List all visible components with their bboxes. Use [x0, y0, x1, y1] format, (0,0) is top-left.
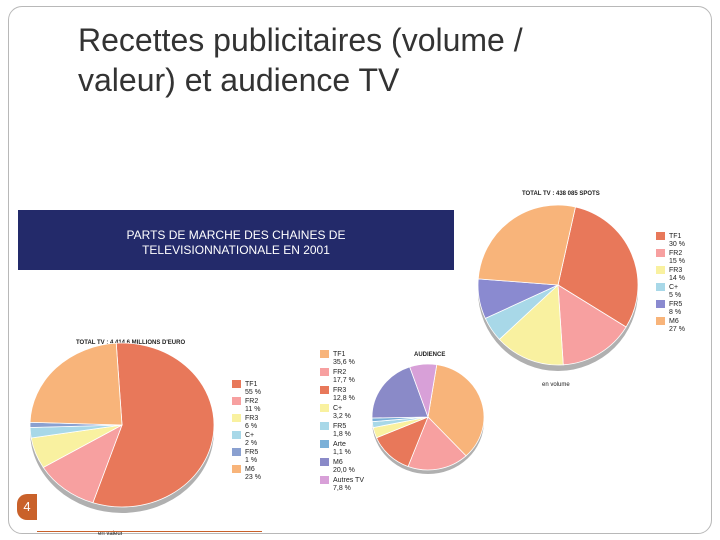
pie-value-slice-m6	[29, 342, 123, 426]
legend-audience-value-5: 1,1 %	[333, 449, 351, 456]
pie-chart-value: TOTAL TV : 4 414,6 MILLIONS D'EURO en va…	[29, 340, 261, 537]
legend-value-value-4: 1 %	[245, 457, 257, 464]
legend-audience-swatch-6	[320, 458, 329, 466]
legend-value-swatch-4	[232, 448, 241, 456]
legend-value-swatch-5	[232, 465, 241, 473]
legend-audience-swatch-3	[320, 404, 329, 412]
page-number: 4	[17, 494, 37, 520]
legend-audience-value-4: 1,8 %	[333, 431, 351, 438]
banner-line-1: PARTS DE MARCHE DES CHAINES DE	[126, 228, 346, 242]
pie-value-caption: en valeur	[98, 531, 123, 537]
legend-audience-name-3: C+	[333, 405, 342, 412]
legend-value-swatch-3	[232, 431, 241, 439]
legend-volume-swatch-4	[656, 300, 665, 308]
legend-volume-name-0: TF1	[669, 233, 682, 240]
legend-audience-value-6: 20,0 %	[333, 467, 355, 474]
legend-audience-name-7: Autres TV	[333, 477, 364, 484]
legend-audience-name-0: TF1	[333, 351, 346, 358]
legend-value-value-1: 11 %	[245, 406, 260, 413]
legend-audience-name-2: FR3	[333, 387, 346, 394]
pie-volume-caption: en volume	[542, 382, 570, 388]
pie-value-slice-fr2	[42, 424, 123, 504]
pie-audience-slice-autres-tv	[409, 363, 438, 419]
legend-audience-swatch-0	[320, 350, 329, 358]
slide-title: Recettes publicitaires (volume / valeur)…	[78, 20, 638, 100]
legend-value-name-0: TF1	[245, 381, 258, 388]
legend-volume-swatch-2	[656, 266, 665, 274]
legend-audience-value-2: 12,8 %	[333, 395, 355, 402]
legend-volume-name-3: C+	[669, 284, 678, 291]
legend-value-value-3: 2 %	[245, 440, 257, 447]
pie-volume-slice-fr2	[557, 284, 627, 366]
legend-audience-swatch-1	[320, 368, 329, 376]
legend-value-swatch-1	[232, 397, 241, 405]
legend-volume-swatch-0	[656, 232, 665, 240]
legend-value-value-0: 55 %	[245, 389, 261, 396]
legend-value-name-5: M6	[245, 466, 255, 473]
legend-volume-name-4: FR5	[669, 301, 682, 308]
legend-audience-name-5: Arte	[333, 441, 346, 448]
legend-audience-name-1: FR2	[333, 369, 346, 376]
legend-audience-value-1: 17,7 %	[333, 377, 355, 384]
legend-volume-value-5: 27 %	[669, 326, 685, 333]
legend-value-name-1: FR2	[245, 398, 258, 405]
slide-frame	[8, 6, 712, 534]
pie-audience-slice-tf1	[427, 364, 485, 457]
banner-line-2: TELEVISIONNATIONALE EN 2001	[142, 243, 330, 257]
legend-audience-value-3: 3,2 %	[333, 413, 351, 420]
pie-volume-slice-m6	[477, 204, 576, 286]
legend-volume-swatch-1	[656, 249, 665, 257]
legend-audience-name-6: M6	[333, 459, 343, 466]
legend-volume-swatch-3	[656, 283, 665, 291]
legend-value-name-2: FR3	[245, 415, 258, 422]
legend-volume-value-1: 15 %	[669, 258, 685, 265]
legend-volume-value-3: 5 %	[669, 292, 681, 299]
legend-volume-value-4: 8 %	[669, 309, 681, 316]
legend-value-name-3: C+	[245, 432, 254, 439]
pie-chart-volume: TOTAL TV : 438 085 SPOTS en volume TF130…	[477, 191, 685, 388]
legend-value-name-4: FR5	[245, 449, 258, 456]
legend-volume-name-5: M6	[669, 318, 679, 325]
legend-volume-name-2: FR3	[669, 267, 682, 274]
legend-audience-swatch-2	[320, 386, 329, 394]
pie-audience-slice-fr2	[407, 416, 467, 471]
legend-value-swatch-0	[232, 380, 241, 388]
legend-audience-value-0: 35,6 %	[333, 359, 355, 366]
pie-value-slice-tf1	[92, 342, 215, 508]
legend-audience-name-4: FR5	[333, 423, 346, 430]
page-number-rule	[37, 531, 262, 532]
legend-audience-swatch-5	[320, 440, 329, 448]
legend-value-value-2: 6 %	[245, 423, 257, 430]
legend-audience-swatch-4	[320, 422, 329, 430]
legend-volume-swatch-5	[656, 317, 665, 325]
legend-audience-value-7: 7,8 %	[333, 485, 351, 492]
legend-audience-swatch-7	[320, 476, 329, 484]
legend-volume-name-1: FR2	[669, 250, 682, 257]
slide-title-line-2: valeur) et audience TV	[78, 62, 400, 98]
pie-volume-title: TOTAL TV : 438 085 SPOTS	[522, 191, 600, 197]
chart-banner: PARTS DE MARCHE DES CHAINES DE TELEVISIO…	[18, 210, 454, 270]
pie-audience-title: AUDIENCE	[414, 352, 445, 358]
legend-value-swatch-2	[232, 414, 241, 422]
slide-title-line-1: Recettes publicitaires (volume /	[78, 22, 523, 58]
legend-volume-value-0: 30 %	[669, 241, 685, 248]
pie-volume-slice-fr3	[498, 284, 564, 366]
legend-value-value-5: 23 %	[245, 474, 261, 481]
legend-volume-value-2: 14 %	[669, 275, 685, 282]
